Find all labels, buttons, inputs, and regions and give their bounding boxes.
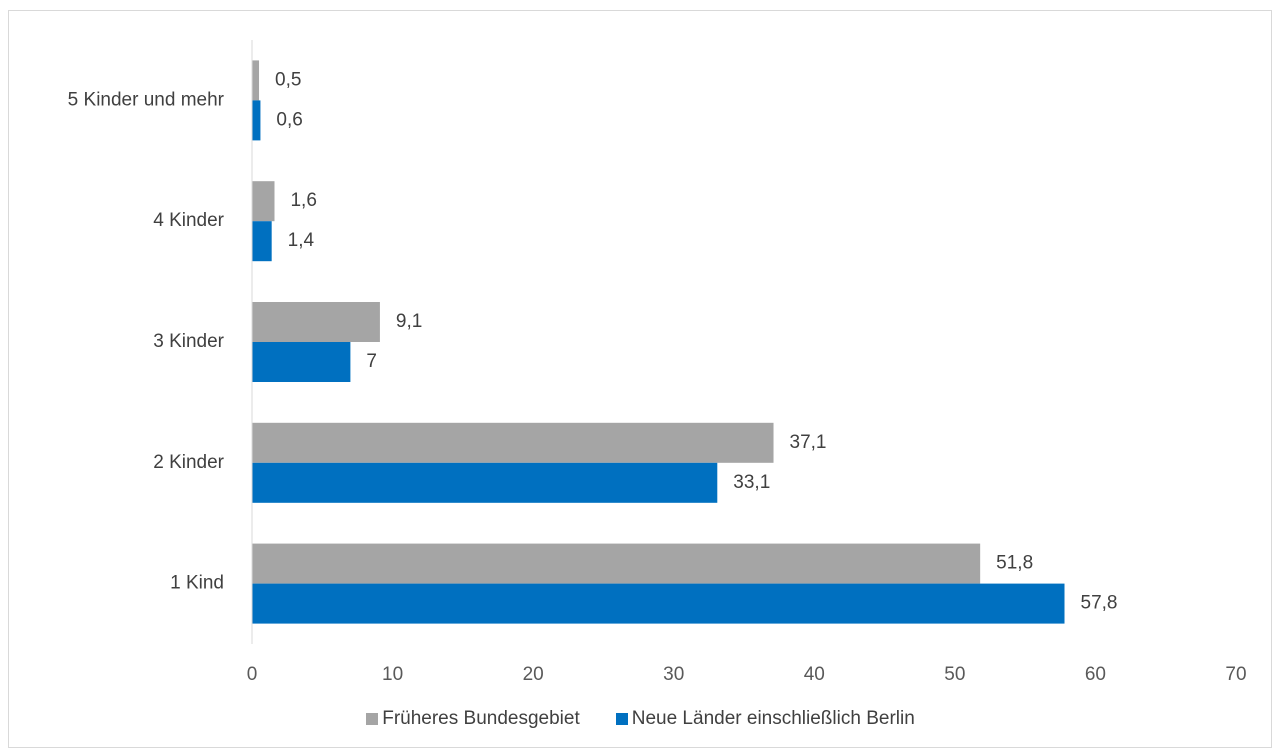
x-tick-label-0: 0	[247, 664, 258, 685]
bar-2-kinder-series-2	[252, 462, 718, 503]
x-tick-label-40: 40	[804, 664, 825, 685]
legend-swatch-series-2	[615, 713, 628, 725]
data-label-3-kinder-series-2: 7	[366, 351, 377, 372]
data-label-4-kinder-series-1: 1,6	[290, 190, 316, 211]
bar-1-kind-series-1	[252, 543, 981, 584]
x-tick-label-20: 20	[523, 664, 544, 685]
category-label-1-kind: 1 Kind	[170, 573, 224, 594]
category-label-5-kinder-und-mehr: 5 Kinder und mehr	[68, 89, 225, 110]
x-tick-label-10: 10	[382, 664, 403, 685]
bar-3-kinder-series-1	[252, 302, 380, 342]
data-label-3-kinder-series-1: 9,1	[396, 311, 422, 332]
bar-5-kinder-und-mehr-series-1	[252, 60, 260, 101]
legend-item-series-2: Neue Länder einschließlich Berlin	[615, 708, 915, 730]
category-label-2-kinder: 2 Kinder	[153, 452, 224, 473]
bar-2-kinder-series-1	[252, 422, 774, 463]
data-label-1-kind-series-1: 51,8	[996, 553, 1033, 574]
data-label-5-kinder-und-mehr-series-1: 0,5	[275, 69, 301, 90]
bar-5-kinder-und-mehr-series-2	[252, 100, 261, 141]
data-label-5-kinder-und-mehr-series-2: 0,6	[276, 109, 302, 130]
category-label-3-kinder: 3 Kinder	[153, 331, 224, 352]
legend-label-series-1: Früheres Bundesgebiet	[382, 708, 580, 729]
bar-4-kinder-series-2	[252, 221, 272, 262]
legend-label-series-2: Neue Länder einschließlich Berlin	[631, 708, 915, 729]
bars-group	[252, 60, 1065, 624]
legend: Früheres Bundesgebiet Neue Länder einsch…	[0, 708, 1281, 730]
chart-frame	[8, 10, 1272, 748]
x-tick-label-50: 50	[944, 664, 965, 685]
data-label-2-kinder-series-2: 33,1	[733, 472, 770, 493]
data-label-1-kind-series-2: 57,8	[1081, 593, 1118, 614]
x-tick-label-30: 30	[663, 664, 684, 685]
bar-1-kind-series-2	[252, 583, 1065, 624]
legend-swatch-series-1	[366, 713, 379, 725]
legend-item-series-1: Früheres Bundesgebiet	[366, 708, 580, 730]
labels-group: 5 Kinder und mehr 0,5 0,6 4 Kinder 1,6 1,4 3 K…	[68, 69, 1247, 685]
bar-3-kinder-series-2	[252, 342, 351, 382]
x-tick-label-60: 60	[1085, 664, 1106, 685]
data-label-2-kinder-series-1: 37,1	[790, 432, 827, 453]
data-label-4-kinder-series-2: 1,4	[288, 230, 315, 251]
category-label-4-kinder: 4 Kinder	[153, 210, 224, 231]
bar-4-kinder-series-1	[252, 181, 275, 222]
x-tick-label-70: 70	[1225, 664, 1246, 685]
